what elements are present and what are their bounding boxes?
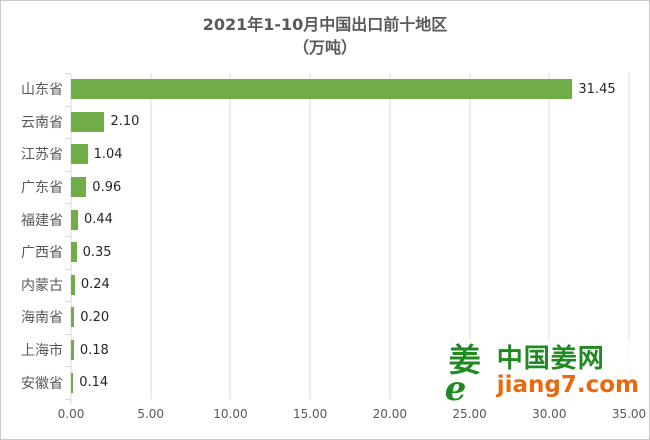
site-url: jiang7.com (496, 371, 639, 398)
bar (71, 372, 74, 393)
logo-e-glyph: e (444, 369, 467, 409)
y-axis-ticks (65, 73, 71, 400)
y-axis-tick (65, 333, 71, 335)
y-axis-tick (65, 268, 71, 270)
x-tick-label: 30.00 (532, 407, 567, 421)
bar-row: 0.35 (71, 236, 629, 269)
bar-row: 1.04 (71, 138, 629, 171)
category-label: 江苏省 (21, 147, 63, 164)
watermark-text: 中国姜网 jiang7.com (497, 345, 639, 398)
bar-row: 0.96 (71, 171, 629, 204)
x-axis-labels: 0.00 5.00 10.00 15.00 20.00 25.00 30.00 35.00 (58, 407, 647, 423)
bar (71, 340, 74, 361)
gridline (548, 73, 550, 399)
category-label: 广西省 (21, 245, 63, 262)
bar-row: 31.45 (71, 73, 629, 106)
gridline (229, 73, 231, 399)
bar-value-label: 1.04 (93, 146, 123, 162)
chart-title-block: 2021年1-10月中国出口前十地区 （万吨） (1, 13, 649, 59)
bar (71, 144, 88, 165)
x-tick-label: 15.00 (292, 407, 328, 421)
category-label: 上海市 (21, 343, 63, 360)
y-axis-tick (65, 203, 71, 205)
bar-row: 0.20 (71, 301, 629, 334)
bar (71, 307, 75, 328)
y-axis-tick (65, 138, 71, 140)
x-tick-label: 0.00 (57, 407, 85, 421)
bar-value-label: 2.10 (110, 114, 140, 130)
bar (71, 79, 573, 100)
category-label: 海南省 (21, 310, 63, 327)
plot-area: 31.45 2.10 1.04 0.96 0.44 0.35 0.24 0.20 0.18 0.1… (70, 73, 630, 404)
category-axis-line (70, 73, 72, 404)
x-tick-label: 35.00 (611, 407, 647, 421)
bar (71, 274, 75, 295)
bar-value-label: 0.35 (82, 244, 112, 260)
bar (71, 209, 78, 230)
bar-row: 2.10 (71, 106, 629, 139)
chart-subtitle: （万吨） (292, 38, 357, 57)
x-tick-label: 10.00 (213, 407, 248, 421)
bar (71, 177, 87, 198)
category-label: 云南省 (21, 114, 63, 131)
bar-value-label: 0.96 (92, 179, 122, 195)
bar-row: 0.44 (71, 203, 629, 236)
bar-value-label: 0.44 (84, 212, 113, 228)
bar-row: 0.18 (71, 334, 629, 367)
bar-value-label: 0.14 (79, 375, 109, 391)
y-axis-tick (65, 105, 71, 107)
site-name: 中国姜网 (496, 343, 605, 374)
logo-jiang-glyph: 姜 (448, 341, 481, 379)
bar-value-label: 0.20 (80, 309, 110, 325)
category-label: 安徽省 (21, 375, 63, 392)
y-axis-tick (65, 301, 71, 303)
bar-row: 0.14 (71, 366, 629, 399)
x-tick-label: 25.00 (452, 407, 487, 421)
gridline (469, 73, 471, 399)
category-label: 福建省 (21, 212, 63, 229)
bar (71, 111, 105, 132)
y-axis-tick (65, 399, 71, 400)
bar-value-label: 0.18 (79, 342, 109, 358)
y-axis-tick (65, 366, 71, 368)
y-axis-tick (65, 236, 71, 237)
ginger-logo-icon: 姜 e (445, 341, 495, 409)
watermark: 姜 e 中国姜网 jiang7.com (442, 339, 641, 409)
gridline (309, 73, 311, 399)
y-axis-tick (65, 170, 71, 172)
gridline (389, 73, 391, 399)
category-label: 广东省 (21, 180, 63, 197)
x-tick-label: 5.00 (137, 407, 165, 421)
category-label: 内蒙古 (21, 277, 63, 294)
x-tick-label: 20.00 (372, 407, 408, 421)
bars: 31.45 2.10 1.04 0.96 0.44 0.35 0.24 0.20 0.18 0.1… (71, 73, 629, 399)
y-axis-tick (65, 73, 71, 74)
bar-value-label: 31.45 (578, 81, 616, 97)
bar-value-label: 0.24 (80, 277, 110, 293)
gridline (628, 73, 630, 399)
bar (71, 242, 77, 263)
category-label: 山东省 (21, 82, 63, 99)
bar-row: 0.24 (71, 269, 629, 302)
chart-title: 2021年1-10月中国出口前十地区 (202, 15, 448, 34)
y-axis-labels: 山东省云南省江苏省广东省福建省广西省内蒙古海南省上海市安徽省 (1, 73, 63, 399)
gridline (150, 73, 152, 399)
